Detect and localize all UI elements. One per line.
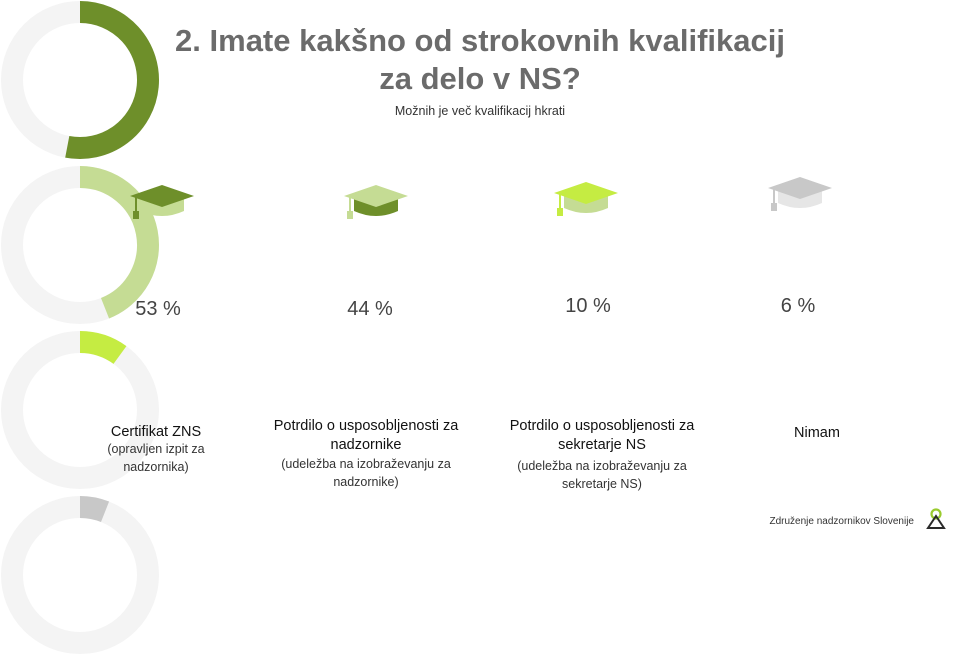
category-sublabel: (opravljen izpit za nadzornika) (107, 442, 205, 474)
graduation-cap-icon (768, 177, 832, 211)
donut-chart (1, 1, 159, 159)
value-label: 53 % (135, 298, 181, 320)
donut-chart (1, 166, 159, 324)
chart-column-certifikat: 53 % Certifikat ZNS (opravljen izpit za … (0, 0, 960, 474)
value-label: 10 % (565, 295, 611, 317)
donut-arc (79, 166, 159, 319)
donut-chart (1, 496, 159, 654)
category-sublabel: (udeležba na izobraževanju za nadzornike… (281, 457, 451, 489)
donut-arc (79, 331, 127, 365)
category-label: Potrdilo o usposobljenosti za nadzornike (273, 418, 459, 453)
slide-subtitle: Možnih je več kvalifikacij hkrati (394, 104, 566, 118)
value-label: 6 % (780, 295, 816, 317)
graduation-cap-icon (130, 185, 194, 219)
chart-column-potrdilo-nadzorniki: 44 % Potrdilo o usposobljenosti za nadzo… (0, 165, 960, 489)
title-line-1: 2. Imate kakšno od strokovnih kvalifikac… (175, 23, 785, 58)
footer-organization: Združenje nadzornikov Slovenije (769, 516, 914, 527)
category-label: Certifikat ZNS (110, 424, 202, 440)
chart-column-potrdilo-sekretarji: 10 % Potrdilo o usposobljenosti za sekre… (0, 182, 960, 495)
graduation-cap-icon (344, 185, 408, 219)
category-label: Nimam (794, 425, 840, 441)
donut-arc (79, 496, 110, 523)
category-label: Potrdilo o usposobljenosti za sekretarje… (509, 418, 695, 453)
category-sublabel: (udeležba na izobraževanju za sekretarje… (517, 459, 687, 491)
donut-arc (65, 1, 159, 159)
value-label: 44 % (347, 298, 393, 320)
donut-track (1, 496, 159, 654)
slide-title: 2. Imate kakšno od strokovnih kvalifikac… (0, 22, 960, 98)
donut-chart (1, 331, 159, 489)
organization-logo-icon (926, 508, 946, 529)
title-line-2: za delo v NS? (379, 61, 581, 96)
graduation-cap-icon (554, 182, 618, 216)
